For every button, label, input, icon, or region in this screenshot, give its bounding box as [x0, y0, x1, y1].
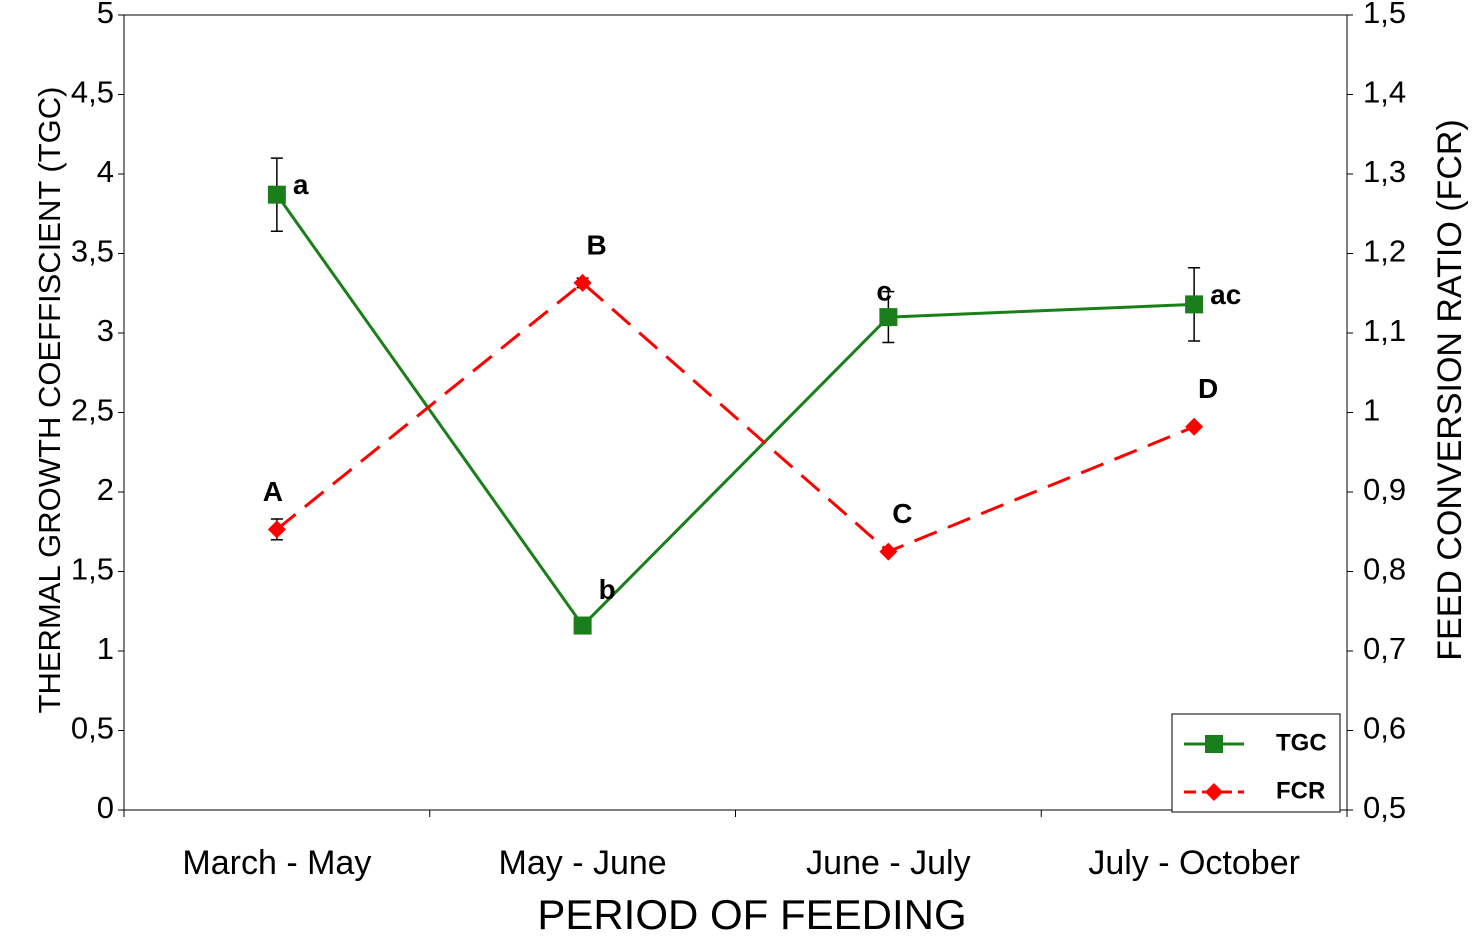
- y2-axis-title: FEED CONVERSION RATIO (FCR): [1431, 119, 1469, 661]
- y-axis-title: THERMAL GROWTH COEFFISCIENT (TGC): [32, 87, 67, 714]
- y2-tick-label: 0,6: [1363, 711, 1406, 746]
- data-point: [267, 520, 286, 539]
- legend-marker: [1205, 783, 1223, 801]
- y-tick-label: 3: [97, 313, 114, 348]
- data-point: [1185, 417, 1204, 436]
- y2-tick-label: 0,5: [1363, 790, 1406, 825]
- y2-tick-label: 1,5: [1363, 0, 1406, 30]
- x-tick-label: June - July: [806, 844, 970, 882]
- plot-frame: [123, 14, 1348, 811]
- y-tick-label: 5: [97, 0, 114, 30]
- point-label: B: [587, 229, 607, 260]
- y2-tick-label: 0,9: [1363, 472, 1406, 507]
- y2-tick-label: 1: [1363, 393, 1380, 428]
- y-tick-label: 3,5: [71, 234, 114, 269]
- point-label: ac: [1210, 279, 1241, 310]
- data-point: [573, 273, 592, 292]
- x-axis-title: PERIOD OF FEEDING: [537, 891, 966, 938]
- y2-tick-label: 1,1: [1363, 313, 1406, 348]
- legend-label: FCR: [1276, 777, 1325, 804]
- y2-tick-label: 1,2: [1363, 234, 1406, 269]
- point-label: a: [293, 169, 309, 200]
- legend-label: TGC: [1276, 729, 1327, 756]
- y-tick-label: 0: [97, 790, 114, 825]
- legend-marker: [1205, 735, 1223, 753]
- y2-tick-label: 0,7: [1363, 631, 1406, 666]
- y2-tick-label: 1,3: [1363, 154, 1406, 189]
- x-tick-label: March - May: [182, 844, 371, 882]
- x-tick-label: May - June: [499, 844, 667, 882]
- point-label: C: [892, 498, 912, 529]
- y-tick-label: 1,5: [71, 552, 114, 587]
- y-tick-label: 4: [97, 154, 114, 189]
- y-tick-label: 0,5: [71, 711, 114, 746]
- y-tick-label: 1: [97, 631, 114, 666]
- point-label: c: [876, 275, 892, 306]
- legend-box: [1171, 713, 1341, 813]
- data-point: [573, 616, 592, 635]
- y-tick-label: 2,5: [71, 393, 114, 428]
- x-tick-label: July - October: [1088, 844, 1300, 882]
- point-label: b: [599, 574, 616, 605]
- point-label: D: [1198, 373, 1218, 404]
- y-tick-label: 4,5: [71, 75, 114, 110]
- series-line: [275, 280, 1195, 554]
- point-label: A: [263, 476, 283, 507]
- y-tick-label: 2: [97, 472, 114, 507]
- data-point: [1185, 295, 1204, 314]
- series-line: [275, 193, 1195, 628]
- data-point: [267, 185, 286, 204]
- y2-tick-label: 1,4: [1363, 75, 1406, 110]
- data-point: [879, 308, 898, 327]
- data-point: [879, 542, 898, 561]
- y2-tick-label: 0,8: [1363, 552, 1406, 587]
